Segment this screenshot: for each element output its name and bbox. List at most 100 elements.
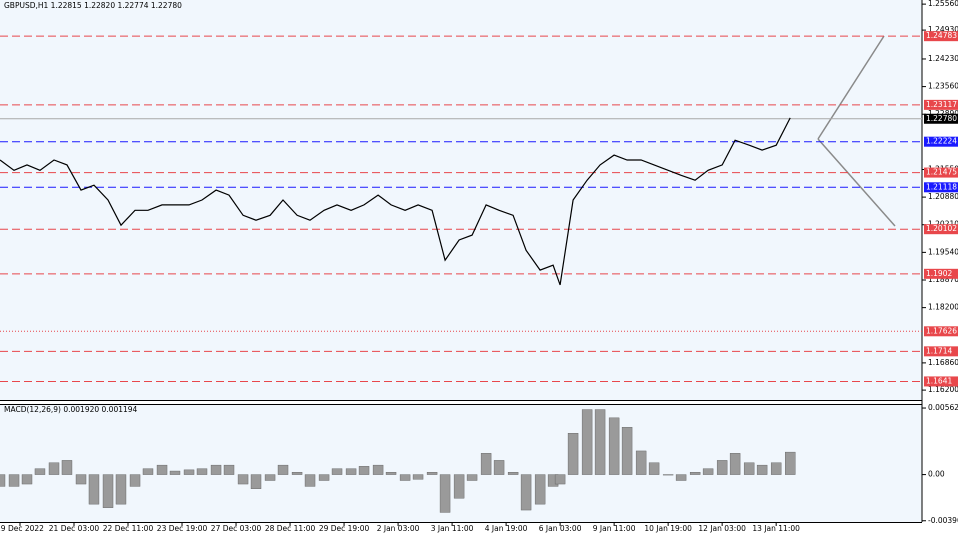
macd-title: MACD(12,26,9) 0.001920 0.001194 [4, 405, 138, 414]
y-tick-label: 0.005629 [928, 403, 958, 412]
x-tick-label: 6 Jan 03:00 [539, 524, 582, 533]
macd-bar [48, 462, 60, 475]
macd-bar [21, 474, 33, 485]
macd-bar [493, 460, 505, 475]
chart-title: GBPUSD,H1 1.22815 1.22820 1.22774 1.2278… [4, 1, 182, 10]
macd-bar [520, 474, 532, 511]
macd-bar [702, 468, 714, 475]
y-tick-label: 1.18200 [928, 303, 958, 312]
x-tick-label: 28 Dec 11:00 [265, 524, 316, 533]
level-label: 1.22224 [926, 137, 957, 146]
level-label: 1.1902 [926, 269, 952, 278]
macd-bar [115, 474, 127, 505]
level-badge [924, 346, 958, 357]
macd-bar [594, 409, 606, 475]
macd-bar [412, 474, 424, 480]
x-tick-label: 29 Dec 19:00 [319, 524, 370, 533]
macd-bar [785, 451, 796, 475]
macd-bar [453, 474, 465, 499]
level-badge [924, 136, 958, 147]
macd-bar [770, 462, 782, 475]
macd-bar [729, 453, 741, 475]
x-tick-label: 4 Jan 19:00 [485, 524, 528, 533]
macd-bar [8, 474, 20, 487]
macd-bar [675, 474, 687, 481]
y-tick-label: -0.003905 [928, 516, 958, 525]
macd-bar [608, 417, 620, 475]
macd-bar [635, 450, 647, 475]
y-tick-label: 0.00 [928, 470, 945, 479]
macd-bar [304, 474, 316, 487]
x-tick-label: 2 Jan 03:00 [377, 524, 420, 533]
level-badge [924, 113, 958, 124]
y-tick-label: 1.19540 [928, 247, 958, 256]
y-tick-label: 1.20880 [928, 192, 958, 201]
y-tick-label: 1.24930 [928, 25, 958, 34]
macd-bar [372, 464, 384, 475]
x-tick-label: 22 Dec 11:00 [103, 524, 154, 533]
macd-bar [648, 462, 660, 475]
arrow-down [817, 138, 896, 227]
macd-bar [331, 468, 343, 475]
x-tick-label: 3 Jan 11:00 [431, 524, 474, 533]
macd-bar [223, 464, 235, 475]
level-badge [924, 31, 958, 42]
x-tick-label: 23 Dec 19:00 [157, 524, 208, 533]
level-badge [924, 376, 958, 387]
macd-bar [291, 472, 303, 475]
level-label: 1.1714 [926, 346, 952, 355]
macd-bar [534, 474, 546, 505]
arrow-up [817, 35, 885, 140]
macd-bar [169, 470, 181, 475]
level-badge [924, 167, 958, 178]
macd-bar [480, 453, 492, 475]
x-tick-label: 13 Jan 11:00 [752, 524, 800, 533]
macd-bar [237, 474, 249, 485]
macd-bar [581, 409, 593, 475]
macd-bar [75, 474, 87, 485]
macd-bar [567, 433, 579, 475]
macd-bar [399, 474, 411, 481]
macd-bar [250, 474, 262, 489]
macd-bar [196, 468, 208, 475]
macd-bar [426, 472, 438, 475]
level-label: 1.20102 [926, 224, 957, 233]
level-badge [924, 326, 958, 337]
level-label: 1.17626 [926, 326, 957, 335]
level-label: 1.22780 [926, 114, 957, 123]
macd-bar [210, 464, 222, 475]
level-label: 1.21118 [926, 182, 957, 191]
level-badge [924, 99, 958, 110]
macd-bar [662, 474, 674, 476]
macd-bar [358, 466, 370, 475]
macd-bar [183, 469, 195, 475]
y-tick-label: 1.16860 [928, 358, 958, 367]
macd-bar [88, 474, 100, 505]
price-line [0, 117, 791, 286]
macd-bar [345, 468, 357, 475]
macd-bar [466, 474, 478, 481]
macd-bar [264, 474, 276, 481]
macd-bar [743, 462, 755, 475]
price-panel [0, 0, 922, 400]
macd-bar [277, 464, 289, 475]
x-tick-label: 10 Jan 19:00 [644, 524, 692, 533]
macd-bar [34, 468, 46, 475]
macd-bar [439, 474, 451, 513]
y-tick-label: 1.16200 [928, 385, 958, 394]
x-tick-label: 9 Jan 11:00 [593, 524, 636, 533]
macd-bar [554, 474, 566, 485]
level-label: 1.21475 [926, 168, 957, 177]
x-tick-label: 12 Jan 03:00 [698, 524, 746, 533]
macd-bar [129, 474, 141, 487]
level-label: 1.23117 [926, 100, 957, 109]
level-badge [924, 268, 958, 279]
y-tick-label: 1.23560 [928, 82, 958, 91]
macd-bar [61, 460, 73, 475]
macd-bar [756, 464, 768, 475]
macd-panel [0, 404, 922, 522]
macd-bar [0, 474, 6, 487]
macd-bar [385, 472, 397, 475]
level-badge [924, 224, 958, 235]
